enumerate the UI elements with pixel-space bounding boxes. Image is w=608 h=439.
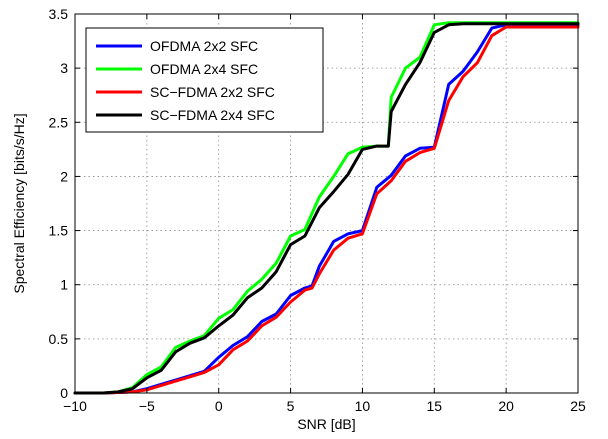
x-tick-label: 10: [355, 398, 371, 414]
axis-ticks: [74, 13, 579, 394]
series-line-2: [73, 21, 580, 395]
y-axis-label: Spectral Efficiency [bits/s/Hz]: [11, 113, 27, 293]
x-tick-label: 15: [426, 398, 442, 414]
y-tick-label: 0.5: [49, 331, 69, 347]
y-tick-label: 3.5: [49, 6, 69, 22]
y-tick-label: 1: [60, 277, 68, 293]
series-line-3: [73, 25, 580, 395]
y-tick-label: 3: [60, 60, 68, 76]
legend-entry: OFDMA 2x2 SFC: [150, 38, 258, 54]
series-lines: [73, 21, 580, 395]
legend-entry: OFDMA 2x4 SFC: [150, 61, 258, 77]
legend: OFDMA 2x2 SFC OFDMA 2x4 SFC SC−FDMA 2x2 SF…: [85, 27, 324, 133]
legend-entry: SC−FDMA 2x2 SFC: [150, 84, 275, 100]
y-tick-label: 2.5: [49, 114, 69, 130]
tick-labels: −10 −5 0 5 10 15 20 25 0 0.5 1 1.5 2 2.5 3 3.5: [49, 6, 586, 414]
x-tick-label: −5: [139, 398, 155, 414]
series-line-4: [73, 22, 580, 395]
x-tick-label: 20: [498, 398, 514, 414]
x-axis-label: SNR [dB]: [297, 416, 355, 432]
plot-frame: [74, 13, 579, 394]
y-tick-label: 2: [60, 168, 68, 184]
y-tick-label: 0: [60, 385, 68, 401]
x-tick-label: 0: [215, 398, 223, 414]
legend-entry: SC−FDMA 2x4 SFC: [150, 107, 275, 123]
x-tick-label: 5: [287, 398, 295, 414]
y-tick-label: 1.5: [49, 223, 69, 239]
x-tick-label: 25: [570, 398, 586, 414]
x-tick-label: −10: [63, 398, 87, 414]
